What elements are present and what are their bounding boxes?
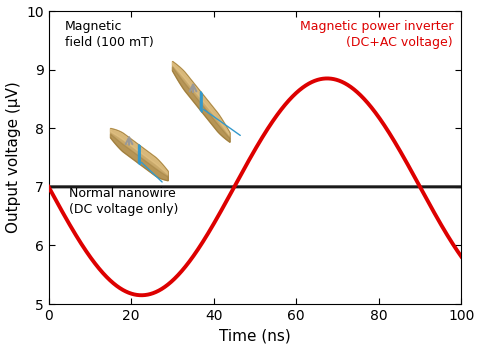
Polygon shape bbox=[172, 61, 230, 142]
Polygon shape bbox=[110, 128, 168, 174]
Text: Magnetic
field (100 mT): Magnetic field (100 mT) bbox=[65, 20, 154, 49]
Polygon shape bbox=[172, 67, 230, 142]
X-axis label: Time (ns): Time (ns) bbox=[219, 328, 291, 343]
Text: Normal nanowire
(DC voltage only): Normal nanowire (DC voltage only) bbox=[69, 187, 179, 216]
Polygon shape bbox=[138, 144, 140, 165]
Polygon shape bbox=[172, 61, 230, 136]
Polygon shape bbox=[110, 134, 168, 181]
Polygon shape bbox=[200, 91, 202, 112]
Y-axis label: Output voltage (μV): Output voltage (μV) bbox=[6, 82, 21, 233]
Text: Magnetic power inverter
(DC+AC voltage): Magnetic power inverter (DC+AC voltage) bbox=[300, 20, 453, 49]
Polygon shape bbox=[110, 128, 168, 181]
